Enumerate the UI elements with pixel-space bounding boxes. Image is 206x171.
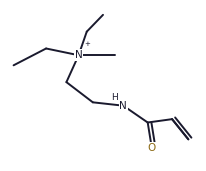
Text: H: H — [111, 93, 118, 102]
Text: +: + — [84, 41, 90, 47]
Text: O: O — [148, 143, 156, 153]
Text: N: N — [119, 101, 127, 111]
Text: N: N — [75, 50, 82, 60]
